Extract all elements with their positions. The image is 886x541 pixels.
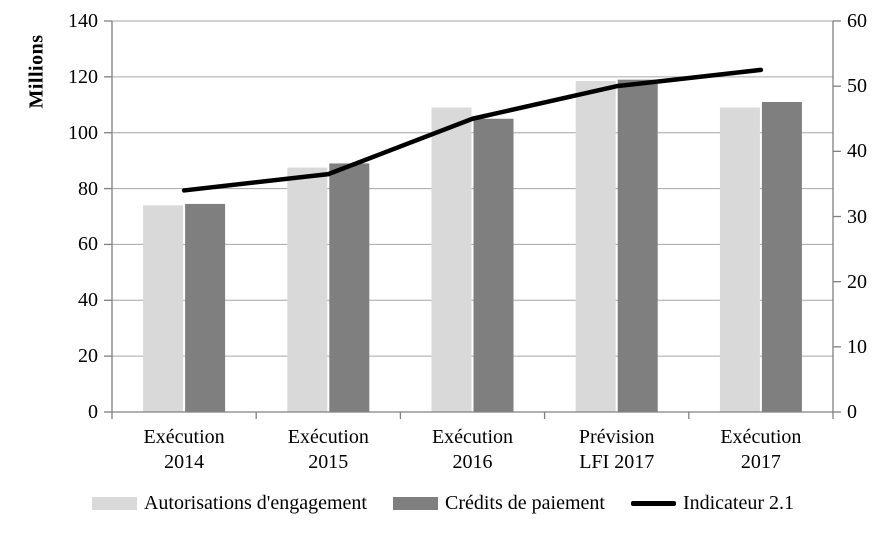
right-axis-tick-label-40: 40 xyxy=(847,140,867,163)
legend-label-indicateur: Indicateur 2.1 xyxy=(682,492,795,514)
category-label-1: Exécution 2015 xyxy=(287,426,369,473)
legend-item-autorisations-engagement: Autorisations d'engagement xyxy=(91,492,367,515)
bar-autorisations-2 xyxy=(431,107,472,412)
legend-label-autorisations-engagement: Autorisations d'engagement xyxy=(143,492,367,514)
bar-credits-4 xyxy=(761,101,802,412)
right-axis-tick-label-50: 50 xyxy=(847,75,867,98)
right-axis-tick-label-10: 10 xyxy=(847,335,867,358)
bar-autorisations-1 xyxy=(287,167,328,412)
left-axis-tick-label-0: 0 xyxy=(88,401,98,423)
category-label-3: Prévision LFI 2017 xyxy=(578,426,655,473)
legend-swatch-bar-dark xyxy=(392,497,438,510)
left-axis-tick-label-80: 80 xyxy=(78,177,98,200)
legend: Autorisations d'engagement Crédits de pa… xyxy=(0,492,886,515)
indicator-line xyxy=(181,67,764,193)
left-axis-tick-label-60: 60 xyxy=(78,233,98,256)
left-axis-tick-label-40: 40 xyxy=(78,289,98,312)
category-label-0: Exécution 2014 xyxy=(143,426,225,473)
legend-item-indicateur: Indicateur 2.1 xyxy=(630,492,795,515)
legend-item-credits-paiement: Crédits de paiement xyxy=(392,492,605,515)
right-axis-tick-label-20: 20 xyxy=(847,270,867,293)
bar-autorisations-0 xyxy=(143,205,184,412)
left-axis-tick-label-100: 100 xyxy=(68,121,98,144)
left-axis-tick-label-120: 120 xyxy=(68,65,98,88)
category-label-2: Exécution 2016 xyxy=(431,426,514,473)
right-axis-tick-label-0: 0 xyxy=(847,401,857,423)
category-label-4: Exécution 2017 xyxy=(720,426,802,473)
right-axis-tick-label-60: 60 xyxy=(847,10,867,32)
right-axis-tick-label-30: 30 xyxy=(847,205,867,228)
left-axis-tick-label-20: 20 xyxy=(78,345,98,368)
left-axis-tick-label-140: 140 xyxy=(68,10,98,32)
legend-label-credits-paiement: Crédits de paiement xyxy=(444,492,605,514)
bar-autorisations-3 xyxy=(575,81,616,413)
bar-credits-2 xyxy=(473,118,514,412)
legend-swatch-bar-light xyxy=(91,497,137,510)
legend-swatch-line xyxy=(630,501,676,506)
bar-credits-1 xyxy=(329,163,370,412)
bar-credits-0 xyxy=(185,203,226,412)
bar-credits-3 xyxy=(617,79,658,413)
bar-autorisations-4 xyxy=(719,107,760,412)
